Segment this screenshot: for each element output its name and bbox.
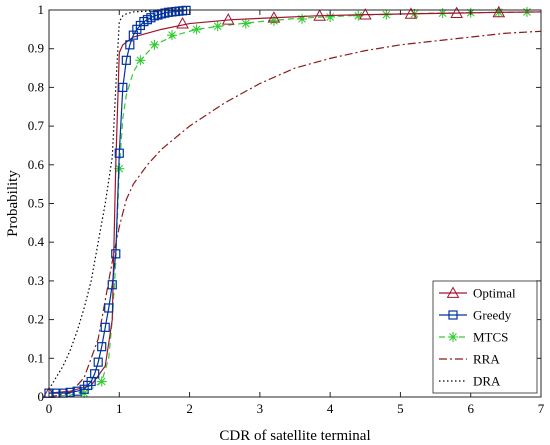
data-point-mtcs (268, 15, 279, 26)
data-point-greedy (97, 342, 107, 352)
x-tick-label: 6 (467, 401, 474, 416)
legend-entry-dra: DRA (439, 374, 501, 389)
series-line-dra (48, 9, 190, 390)
y-tick-label: 0.3 (28, 273, 44, 288)
data-point-mtcs (240, 18, 251, 29)
data-point-greedy (125, 40, 135, 50)
legend-entry-optimal: Optimal (439, 286, 516, 301)
series-dra (48, 9, 190, 390)
x-tick-label: 5 (397, 401, 404, 416)
y-axis-label: Probability (5, 170, 21, 237)
data-point-greedy (107, 280, 117, 290)
legend-marker-greedy (448, 310, 458, 320)
y-tick-label: 0 (38, 389, 45, 404)
series-layer (42, 5, 542, 399)
legend-entry-rra: RRA (439, 352, 500, 367)
series-line-greedy (49, 9, 187, 394)
data-point-greedy (118, 82, 128, 93)
y-tick-label: 0.5 (28, 196, 44, 211)
data-point-greedy (65, 387, 75, 397)
legend-marker-optimal (446, 286, 460, 298)
data-point-optimal (492, 5, 506, 18)
data-point-optimal (267, 11, 281, 23)
data-point-optimal (450, 6, 464, 18)
data-point-mtcs (212, 21, 223, 32)
data-point-optimal (176, 17, 189, 29)
legend-label-optimal: Optimal (473, 286, 516, 301)
data-point-greedy (72, 386, 82, 396)
data-point-mtcs (167, 30, 177, 41)
legend: Optimal Greedy MTCS RRA DRA (432, 280, 538, 394)
legend-label-rra: RRA (473, 352, 500, 367)
data-point-optimal (404, 7, 418, 19)
x-axis-label: CDR of satellite terminal (219, 428, 370, 444)
legend-label-greedy: Greedy (473, 308, 512, 323)
legend-label-mtcs: MTCS (473, 330, 508, 345)
x-tick-label: 3 (257, 401, 264, 416)
data-point-optimal (313, 9, 326, 21)
data-point-mtcs (297, 13, 308, 24)
data-point-greedy (93, 357, 103, 367)
y-tick-label: 0.1 (28, 350, 44, 365)
legend-marker-mtcs (448, 332, 458, 342)
data-point-mtcs (135, 55, 146, 66)
data-point-optimal (358, 8, 372, 20)
x-tick-label: 0 (46, 401, 53, 416)
data-point-greedy (104, 303, 114, 313)
data-point-mtcs (191, 24, 202, 35)
x-tick-label: 4 (327, 401, 334, 416)
legend-entry-greedy: Greedy (439, 308, 512, 323)
data-point-mtcs (149, 39, 160, 50)
ticks-layer: 0 1 2 3 4 5 6 7 0 0.1 0.2 0.3 0.4 0.5 0.6 0.7 0.8 0.9 1 (28, 2, 545, 416)
y-tick-label: 0.2 (28, 312, 44, 327)
data-point-mtcs (96, 376, 107, 387)
data-point-greedy (121, 55, 131, 65)
data-point-optimal (221, 13, 235, 25)
data-point-mtcs (325, 11, 336, 22)
legend-label-dra: DRA (473, 374, 501, 389)
x-tick-label: 2 (186, 401, 193, 416)
data-point-greedy (100, 322, 110, 332)
data-point-mtcs (353, 10, 364, 21)
series-rra (48, 30, 542, 398)
data-point-greedy (111, 249, 121, 259)
data-point-greedy (90, 369, 100, 379)
series-optimal (42, 5, 542, 399)
x-tick-label: 7 (538, 401, 545, 416)
y-tick-label: 0.6 (28, 157, 45, 172)
y-tick-label: 1 (38, 2, 45, 17)
y-tick-label: 0.8 (28, 79, 44, 94)
y-tick-label: 0.9 (28, 41, 44, 56)
legend-entry-mtcs: MTCS (439, 330, 508, 345)
data-point-greedy (114, 148, 124, 158)
series-line-rra (48, 30, 542, 398)
x-tick-label: 1 (116, 401, 123, 416)
y-tick-label: 0.4 (28, 234, 45, 249)
series-greedy (44, 5, 191, 398)
y-tick-label: 0.7 (28, 118, 45, 133)
